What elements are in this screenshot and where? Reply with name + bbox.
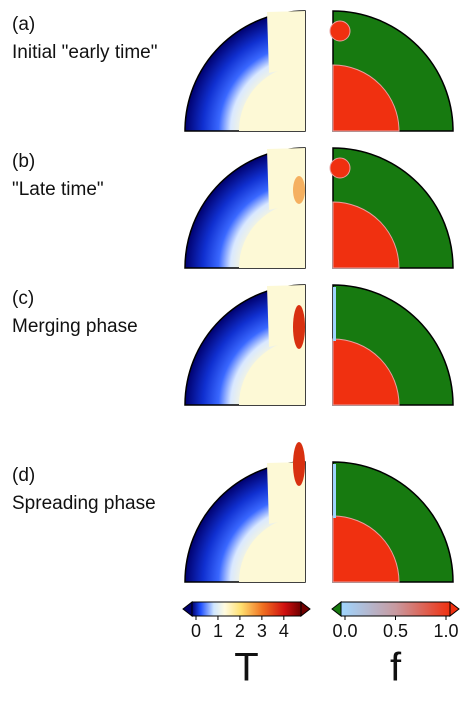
- core-T: [239, 339, 305, 405]
- colorbar: [191, 601, 302, 617]
- thin-plume: [333, 464, 336, 518]
- panel-tag: (b): [12, 151, 35, 172]
- hot-plume: [293, 442, 305, 486]
- colorbars: 0 1 2 3 4 T 0.0 0.5 1.0 f: [182, 600, 460, 690]
- tick-label: 4: [279, 621, 289, 641]
- panel-caption: Merging phase: [12, 316, 138, 337]
- colorbar: [340, 601, 451, 617]
- hot-plume: [293, 176, 305, 204]
- colorbar-label: T: [234, 646, 258, 690]
- colorbar-label: f: [390, 646, 402, 690]
- core-T: [239, 65, 305, 131]
- panel-caption: Spreading phase: [12, 493, 156, 514]
- panel-caption: "Late time": [12, 179, 104, 200]
- panel-caption: Initial "early time": [12, 42, 157, 63]
- tick-label: 3: [257, 621, 267, 641]
- colorbar-end: [182, 600, 193, 618]
- hot-plume: [293, 305, 305, 349]
- core-f: [332, 64, 400, 132]
- plume: [267, 11, 305, 73]
- tick-label: 1.0: [433, 621, 458, 641]
- tick-label: 2: [235, 621, 245, 641]
- panels: (a) Initial "early time" (b) "Late time" (c)…: [12, 10, 454, 583]
- colorbar-end: [449, 600, 460, 618]
- panel-tag: (c): [12, 288, 34, 309]
- tick-label: 0.5: [383, 621, 408, 641]
- blob: [329, 157, 351, 179]
- core-T: [239, 516, 305, 582]
- colorbar-end: [300, 600, 311, 618]
- core-f: [332, 201, 400, 269]
- panel-tag: (d): [12, 465, 35, 486]
- tick-label: 1: [213, 621, 223, 641]
- tick-label: 0: [191, 621, 201, 641]
- tick-label: 0.0: [332, 621, 357, 641]
- panel-tag: (a): [12, 14, 35, 35]
- core-T: [239, 202, 305, 268]
- colorbar-end: [331, 600, 342, 618]
- blob: [329, 20, 351, 42]
- thin-plume: [333, 287, 336, 341]
